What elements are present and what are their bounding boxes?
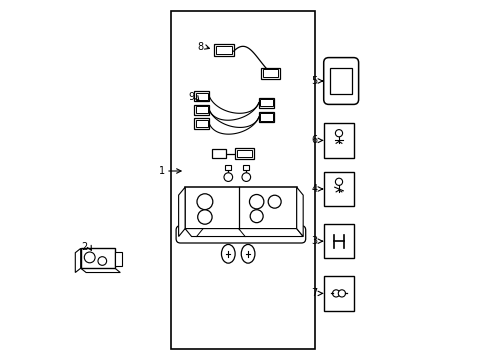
Circle shape (197, 210, 212, 224)
Bar (323, 224, 354, 258)
Bar (194, 118, 209, 129)
FancyBboxPatch shape (323, 58, 358, 104)
Ellipse shape (221, 244, 235, 263)
Bar (263, 69, 278, 77)
Bar (258, 112, 273, 122)
Bar (260, 113, 272, 121)
Bar (213, 44, 233, 56)
Text: 9: 9 (188, 92, 194, 102)
Bar (235, 148, 253, 159)
Circle shape (242, 173, 250, 181)
Bar (195, 106, 207, 113)
Bar (195, 120, 207, 127)
Bar (225, 165, 231, 170)
Bar (329, 68, 351, 94)
Bar (194, 91, 209, 101)
Circle shape (338, 290, 345, 297)
Bar (212, 149, 225, 158)
Circle shape (335, 130, 342, 137)
Bar (260, 99, 272, 106)
Text: 2: 2 (81, 242, 88, 252)
Circle shape (224, 173, 232, 181)
Bar (216, 46, 231, 54)
Circle shape (197, 194, 212, 210)
Polygon shape (81, 268, 120, 273)
Text: 3: 3 (311, 236, 317, 246)
Text: 6: 6 (311, 135, 317, 145)
Text: 8: 8 (197, 42, 203, 52)
Circle shape (98, 257, 106, 265)
Bar (194, 105, 209, 115)
Circle shape (84, 252, 95, 263)
Ellipse shape (241, 244, 254, 263)
Polygon shape (185, 229, 303, 237)
Text: 7: 7 (311, 288, 317, 298)
Bar (237, 150, 251, 157)
Text: 4: 4 (311, 184, 317, 194)
Circle shape (250, 210, 263, 222)
Bar (115, 252, 122, 266)
Bar (81, 248, 115, 268)
Bar (323, 172, 354, 206)
Bar (170, 11, 314, 349)
Bar (323, 123, 354, 158)
Bar (258, 98, 273, 108)
Circle shape (267, 195, 281, 208)
Bar (323, 276, 354, 310)
Text: 5: 5 (311, 76, 317, 86)
Circle shape (249, 194, 264, 209)
Polygon shape (75, 248, 81, 273)
Bar (243, 165, 249, 170)
Polygon shape (296, 187, 303, 237)
Circle shape (332, 290, 339, 297)
Polygon shape (178, 187, 185, 237)
Bar (195, 93, 207, 100)
Bar (185, 187, 296, 229)
Bar (261, 68, 280, 79)
FancyBboxPatch shape (176, 226, 305, 243)
Text: 1: 1 (158, 166, 164, 176)
Circle shape (335, 178, 342, 185)
